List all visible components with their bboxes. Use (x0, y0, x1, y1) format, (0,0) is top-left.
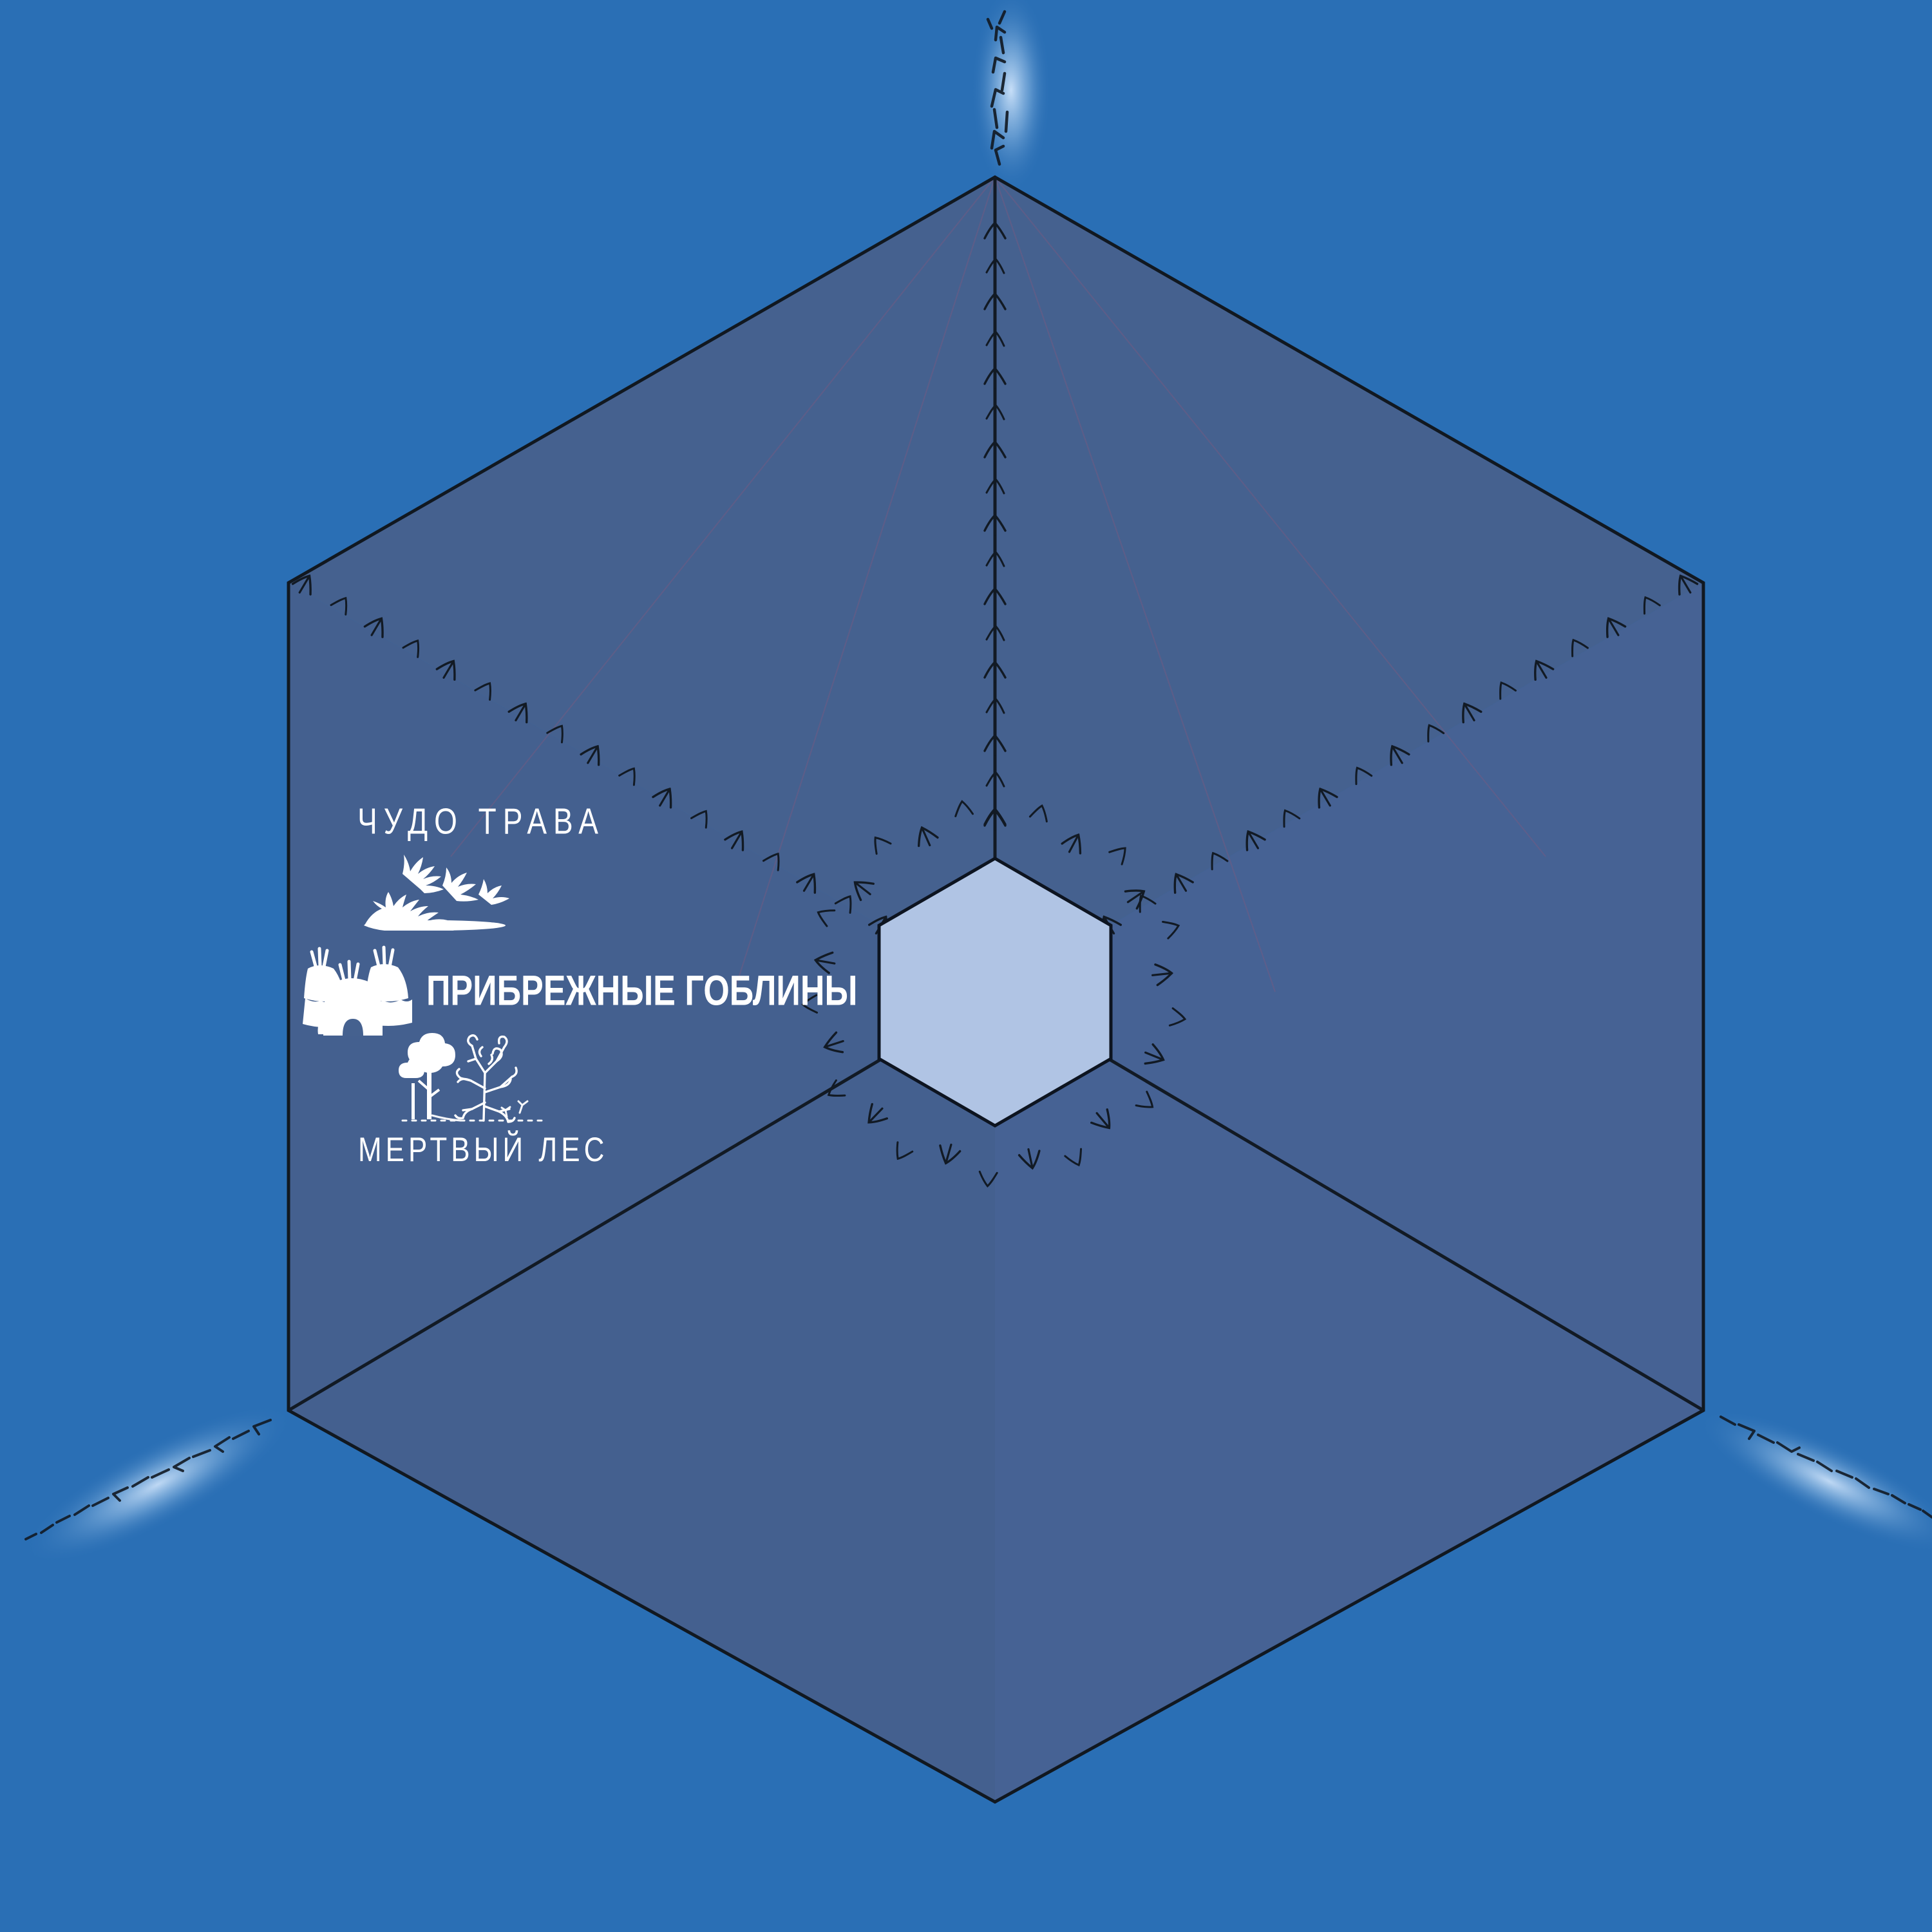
edge-lower-right (994, 990, 1705, 1412)
legend-label-dead-forest: МЕРТВЫЙ ЛЕС (358, 1131, 609, 1170)
dead-trees-icon (399, 1033, 547, 1123)
glow-bottom-left (23, 1405, 293, 1564)
scribble-bottom-right (1719, 1416, 1932, 1519)
cube-face-right (995, 583, 1703, 1802)
glow-bottom-right (1698, 1409, 1932, 1553)
scribble-top (986, 10, 1009, 166)
legend-label-coastal-goblins: ПРИБРЕЖНЫЕ ГОБЛИНЫ (426, 966, 858, 1014)
goblin-huts-icon (303, 945, 412, 1036)
grass-clump-icon (364, 855, 509, 931)
scribble-bottom-left (24, 1419, 272, 1540)
cube-outline (287, 175, 1705, 1804)
legend-item-dead-forest[interactable]: МЕРТВЫЙ ЛЕС (358, 1030, 604, 1167)
edge-lower-left (287, 990, 996, 1412)
legend-item-wonder-grass[interactable]: ЧУДО ТРАВА (346, 803, 616, 931)
legend-label-wonder-grass: ЧУДО ТРАВА (357, 800, 605, 842)
center-hexagon[interactable] (877, 857, 1113, 1128)
legend-item-coastal-goblins[interactable]: ПРИБРЕЖНЫЕ ГОБЛИНЫ (303, 945, 890, 1036)
